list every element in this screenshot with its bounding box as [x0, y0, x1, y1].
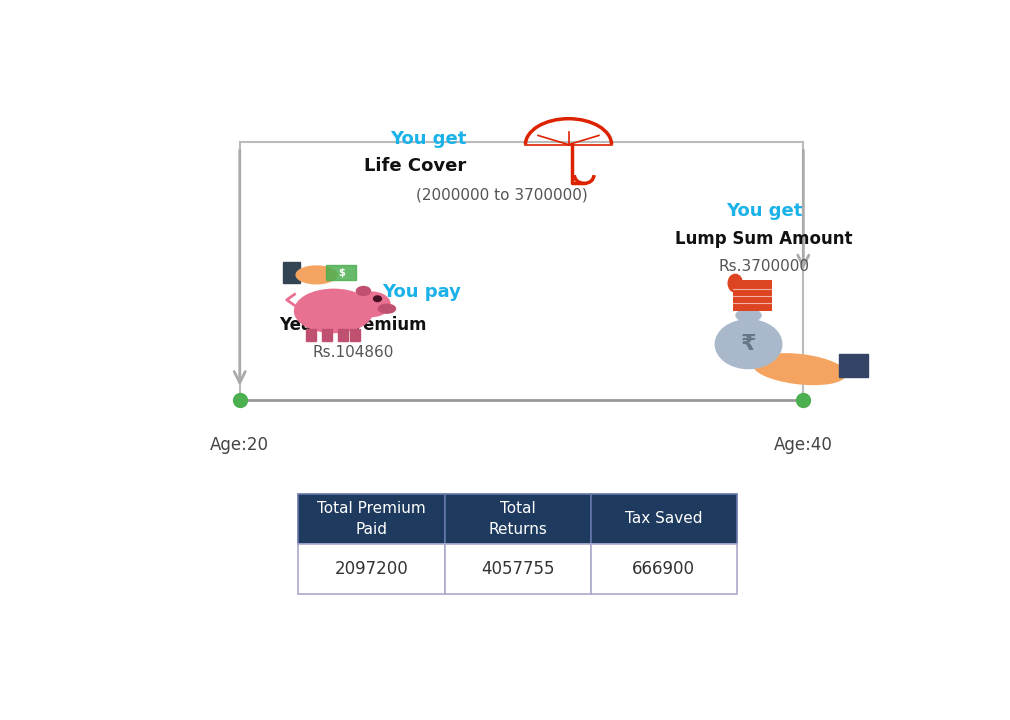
Ellipse shape	[753, 354, 845, 384]
Bar	[591, 544, 736, 594]
Ellipse shape	[715, 320, 782, 369]
Bar	[299, 494, 444, 544]
Text: You get: You get	[391, 130, 467, 148]
Text: Rs.104860: Rs.104860	[312, 345, 394, 360]
Ellipse shape	[379, 305, 396, 313]
Bar	[337, 329, 347, 341]
Ellipse shape	[728, 274, 742, 292]
Bar	[306, 329, 316, 341]
Bar	[591, 494, 736, 544]
Point	[795, 394, 811, 405]
Text: Total Premium
Paid: Total Premium Paid	[317, 501, 426, 537]
Bar	[444, 494, 591, 544]
Text: ₹: ₹	[740, 334, 756, 354]
Bar	[299, 544, 444, 594]
Text: 666900: 666900	[632, 559, 695, 577]
Text: Yearly Premium: Yearly Premium	[280, 316, 427, 334]
Circle shape	[374, 296, 382, 302]
Text: (2000000 to 3700000): (2000000 to 3700000)	[416, 187, 588, 202]
Text: Tax Saved: Tax Saved	[625, 511, 703, 526]
Bar	[322, 329, 332, 341]
Text: Lump Sum Amount: Lump Sum Amount	[676, 230, 852, 248]
Text: Life Cover: Life Cover	[365, 157, 467, 175]
Ellipse shape	[736, 310, 762, 321]
Text: Rs.3700000: Rs.3700000	[719, 259, 810, 274]
Ellipse shape	[352, 292, 390, 317]
Text: Age:20: Age:20	[210, 436, 270, 454]
Text: 4057755: 4057755	[481, 559, 554, 577]
Text: Age:40: Age:40	[774, 436, 833, 454]
Point	[231, 394, 247, 405]
Bar	[444, 544, 591, 594]
Text: 2097200: 2097200	[334, 559, 408, 577]
Text: Total
Returns: Total Returns	[488, 501, 547, 537]
Ellipse shape	[296, 266, 336, 284]
Bar	[350, 329, 361, 341]
Text: You pay: You pay	[382, 282, 462, 300]
Bar	[283, 262, 300, 283]
Bar	[326, 265, 356, 280]
Bar	[733, 280, 772, 311]
Ellipse shape	[295, 289, 373, 333]
Bar	[838, 354, 869, 377]
Ellipse shape	[357, 287, 371, 295]
Text: You get: You get	[726, 202, 802, 220]
Text: $: $	[338, 269, 344, 278]
